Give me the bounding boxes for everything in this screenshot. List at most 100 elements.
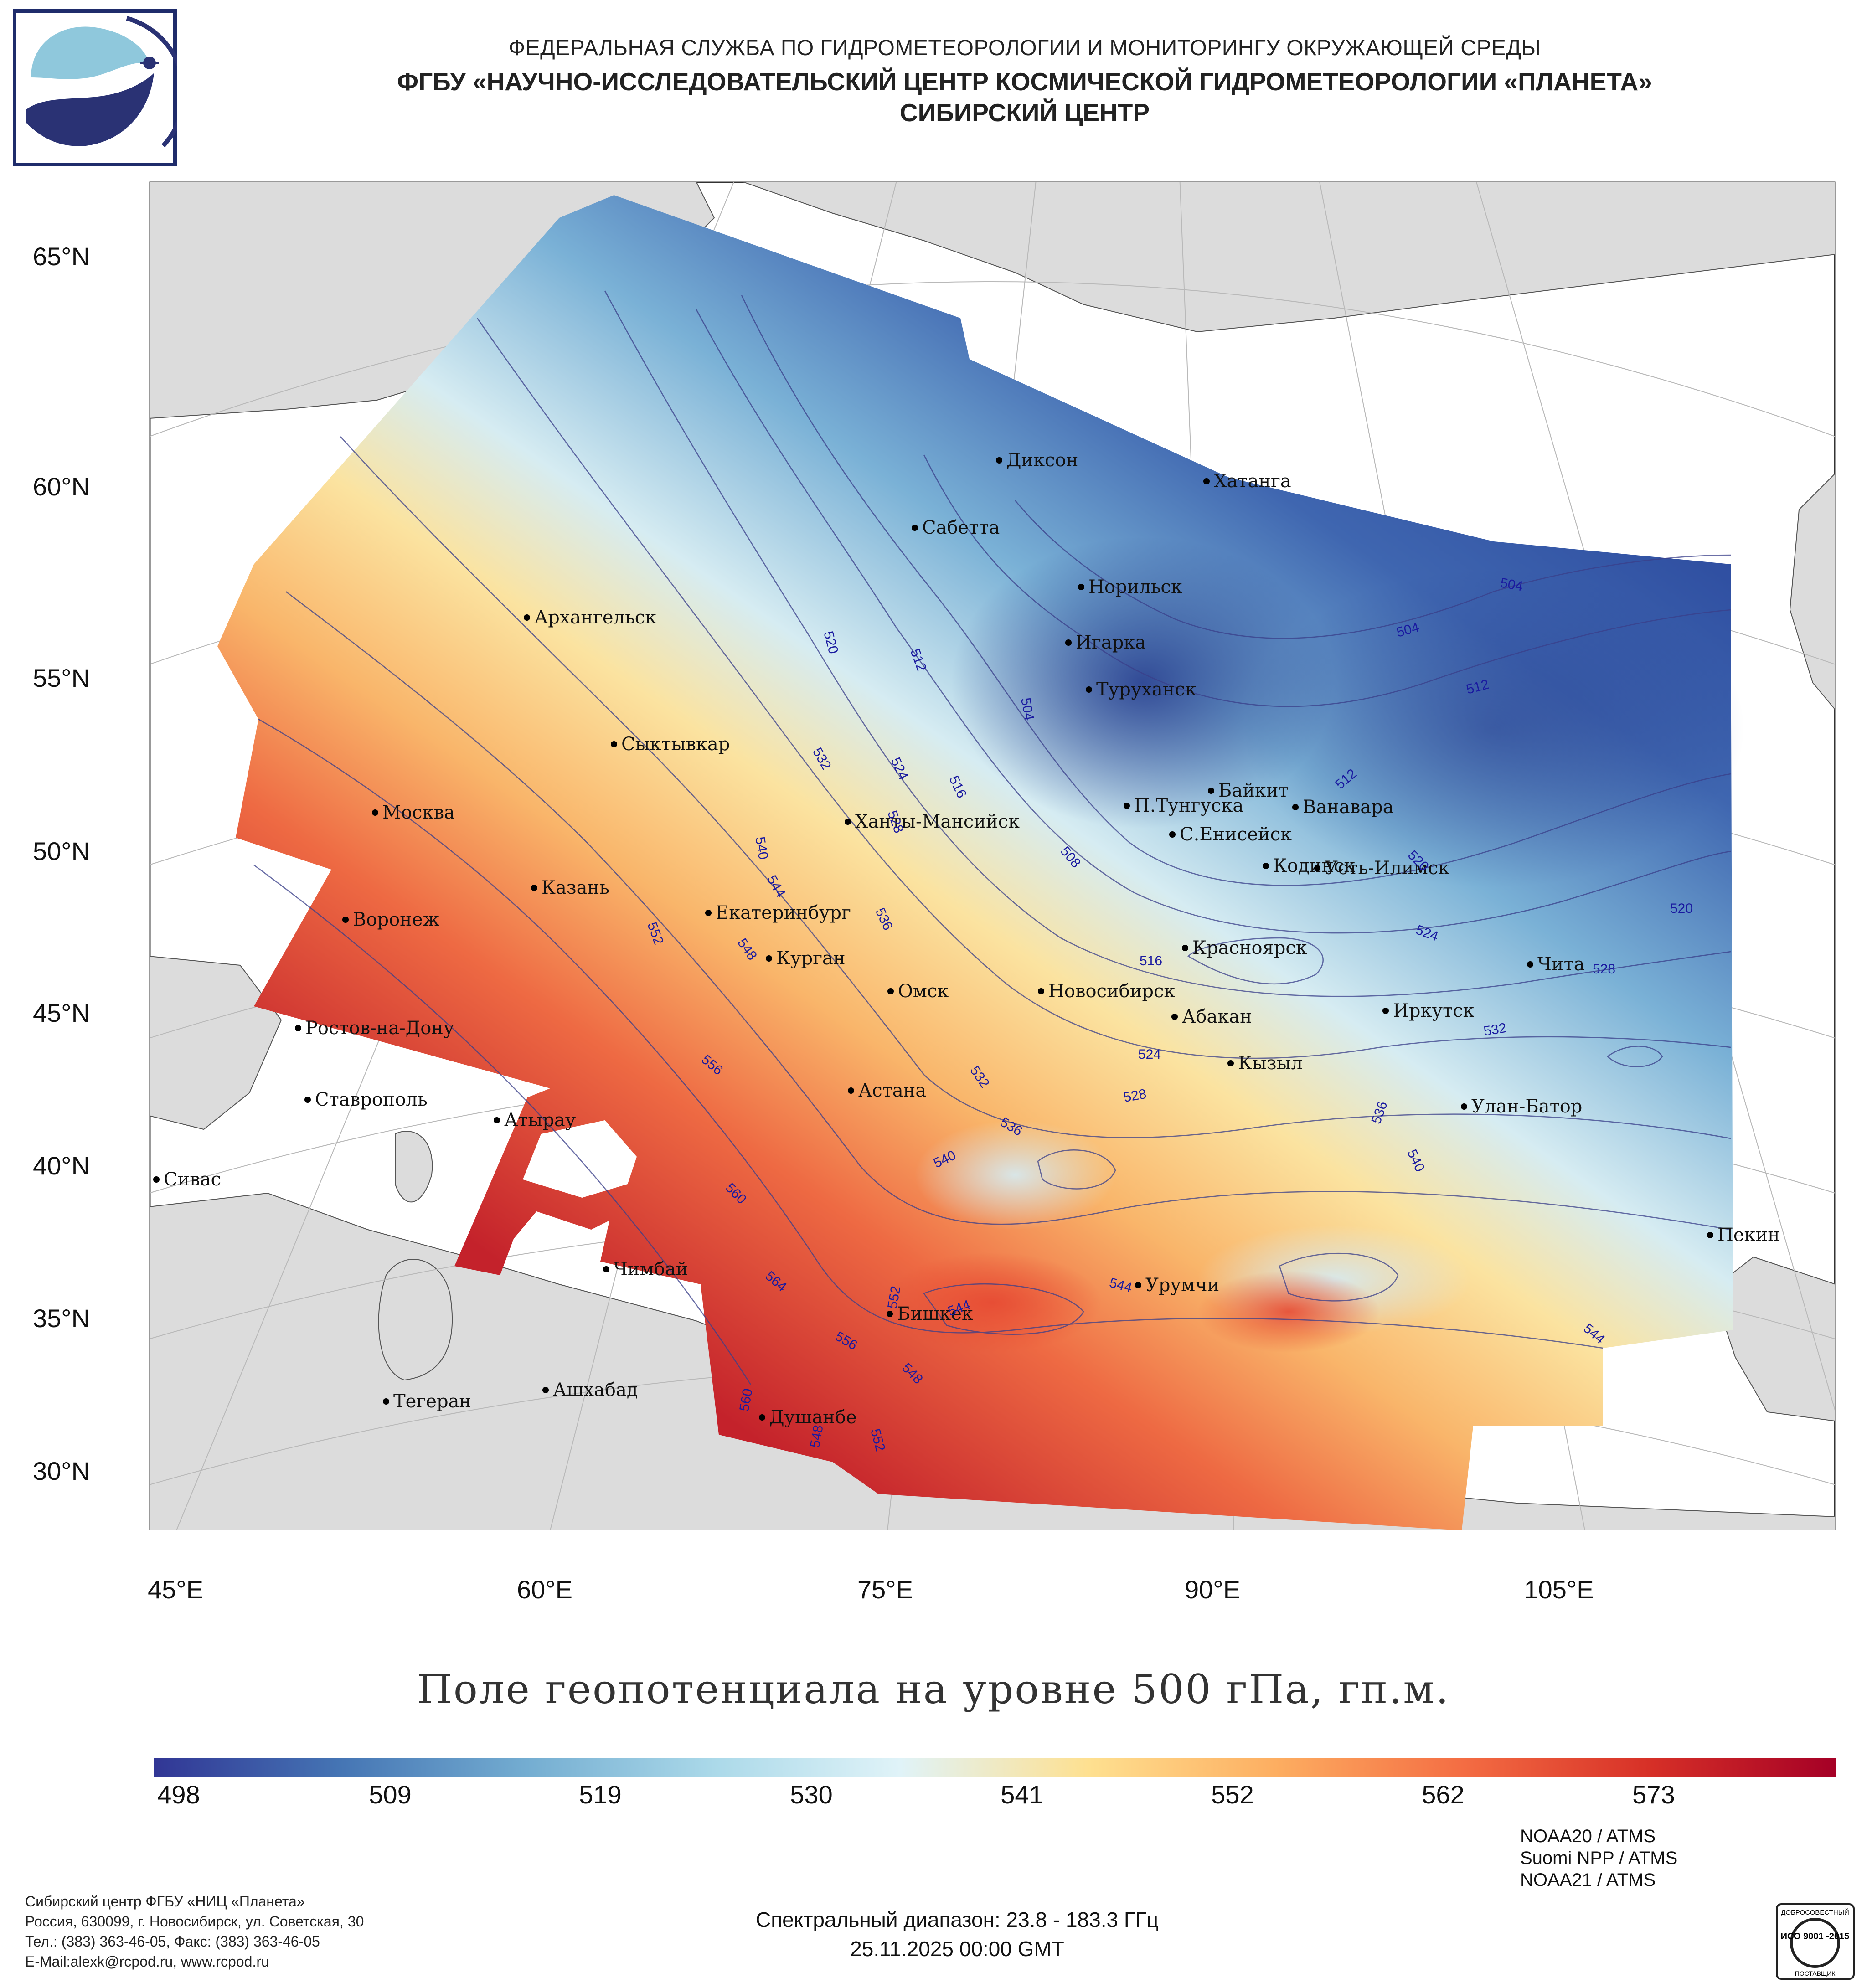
svg-text:Кодинск: Кодинск: [1273, 855, 1355, 876]
svg-text:Душанбе: Душанбе: [769, 1407, 857, 1428]
org-name: Сибирский центр ФГБУ «НИЦ «Планета»: [25, 1893, 305, 1910]
city-sabetta: Сабетта: [912, 517, 1000, 538]
city-ulaanbaatar: Улан-Батор: [1461, 1096, 1582, 1117]
svg-text:Курган: Курган: [776, 948, 846, 969]
colorbar-label-509: 509: [369, 1780, 412, 1809]
org-address: Россия, 630099, г. Новосибирск, ул. Сове…: [25, 1913, 364, 1930]
svg-text:Усть-Илимск: Усть-Илимск: [1325, 858, 1449, 879]
city-kurgan: Курган: [766, 948, 846, 969]
city-urumqi: Урумчи: [1135, 1275, 1219, 1296]
svg-text:Воронеж: Воронеж: [353, 909, 439, 930]
svg-text:Хатанга: Хатанга: [1214, 471, 1291, 492]
lat-label-45: 45°N: [33, 999, 90, 1027]
svg-text:Ханты-Мансийск: Ханты-Мансийск: [855, 811, 1020, 832]
svg-text:Атырау: Атырау: [504, 1110, 576, 1131]
city-dikson: Диксон: [996, 450, 1078, 471]
colorbar-label-562: 562: [1422, 1780, 1465, 1809]
city-chita: Чита: [1527, 954, 1585, 975]
svg-text:ДОБРОСОВЕСТНЫЙ: ДОБРОСОВЕСТНЫЙ: [1781, 1908, 1849, 1916]
svg-text:Ашхабад: Ашхабад: [553, 1380, 638, 1401]
city-baykit: Байкит: [1208, 780, 1289, 801]
city-krasnoyarsk: Красноярск: [1182, 937, 1307, 958]
colorbar-gradient: [154, 1758, 1836, 1777]
svg-text:Улан-Батор: Улан-Батор: [1471, 1096, 1582, 1117]
agency-title: ФЕДЕРАЛЬНАЯ СЛУЖБА ПО ГИДРОМЕТЕОРОЛОГИИ …: [508, 36, 1541, 60]
svg-text:Тегеран: Тегеран: [393, 1391, 471, 1412]
svg-text:Сыктывкар: Сыктывкар: [621, 734, 730, 755]
lon-label-105: 105°E: [1524, 1575, 1594, 1604]
city-igarka: Игарка: [1065, 632, 1146, 653]
city-moscow: Москва: [372, 802, 455, 823]
city-p-tunguska: П.Тунгуска: [1124, 795, 1243, 816]
satellite-noaa21: NOAA21 / ATMS: [1520, 1870, 1656, 1890]
city-syktyvkar: Сыктывкар: [611, 734, 730, 755]
satellite-noaa20: NOAA20 / ATMS: [1520, 1826, 1656, 1846]
city-yekaterinburg: Екатеринбург: [705, 902, 851, 923]
city-khatanga: Хатанга: [1203, 471, 1291, 492]
lat-label-35: 35°N: [33, 1304, 90, 1333]
svg-text:Бишкек: Бишкек: [897, 1303, 973, 1324]
satellite-suomi-npp: Suomi NPP / ATMS: [1520, 1848, 1678, 1868]
org-phone: Тел.: (383) 363-46-05, Факс: (383) 363-4…: [25, 1933, 320, 1950]
contour-lines: [253, 290, 1731, 1385]
city-khanty-mansiysk: Ханты-Мансийск: [845, 811, 1020, 832]
city-abakan: Абакан: [1171, 1006, 1252, 1027]
center-title: СИБИРСКИЙ ЦЕНТР: [899, 98, 1150, 127]
colorbar-label-530: 530: [790, 1780, 833, 1809]
svg-text:Сивас: Сивас: [164, 1169, 221, 1190]
city-arkhangelsk: Архангельск: [524, 607, 656, 628]
lat-label-30: 30°N: [33, 1457, 90, 1485]
colorbar-label-519: 519: [579, 1780, 622, 1809]
lat-label-60: 60°N: [33, 472, 90, 501]
map-title: Поле геопотенциала на уровне 500 гПа, гп…: [417, 1666, 1450, 1713]
city-kazan: Казань: [531, 877, 609, 898]
colorbar: [154, 1758, 1836, 1777]
city-irkutsk: Иркутск: [1382, 1000, 1475, 1021]
svg-text:Красноярск: Красноярск: [1192, 937, 1307, 958]
svg-text:528: 528: [1593, 962, 1615, 977]
colorbar-label-552: 552: [1211, 1780, 1254, 1809]
svg-text:Чита: Чита: [1537, 954, 1585, 975]
city-atyrau: Атырау: [494, 1110, 576, 1131]
svg-text:Сабетта: Сабетта: [922, 517, 1000, 538]
city-astana: Астана: [848, 1080, 926, 1101]
city-norilsk: Норильск: [1078, 577, 1182, 597]
city-kodinsk: Кодинск: [1263, 855, 1355, 876]
city-sivas: Сивас: [153, 1169, 221, 1190]
svg-text:Туруханск: Туруханск: [1096, 679, 1197, 700]
org-email: E-Mail:alexk@rcpod.ru, www.rcpod.ru: [25, 1953, 269, 1970]
svg-text:Ванавара: Ванавара: [1303, 797, 1394, 818]
lat-label-55: 55°N: [33, 664, 90, 692]
city-novosibirsk: Новосибирск: [1038, 981, 1175, 1002]
city-kyzyl: Кызыл: [1227, 1053, 1303, 1074]
lon-label-90: 90°E: [1184, 1575, 1241, 1604]
svg-text:Казань: Казань: [542, 877, 609, 898]
colorbar-label-498: 498: [157, 1780, 200, 1809]
svg-text:С.Енисейск: С.Енисейск: [1180, 824, 1292, 845]
city-rostov: Ростов-на-Дону: [295, 1018, 454, 1039]
city-bishkek: Бишкек: [887, 1303, 973, 1324]
svg-text:Диксон: Диксон: [1006, 450, 1078, 471]
city-chimbay: Чимбай: [603, 1259, 688, 1280]
svg-text:Чимбай: Чимбай: [614, 1259, 688, 1280]
product-info: Спектральный диапазон: 23.8 - 183.3 ГГц …: [615, 1905, 1299, 1963]
svg-text:Москва: Москва: [382, 802, 455, 823]
svg-text:Ставрополь: Ставрополь: [315, 1089, 428, 1110]
svg-text:Ростов-на-Дону: Ростов-на-Дону: [305, 1018, 454, 1039]
city-s-yeniseysk: С.Енисейск: [1169, 824, 1292, 845]
spectral-range: Спектральный диапазон: 23.8 - 183.3 ГГц: [755, 1908, 1159, 1931]
svg-text:Норильск: Норильск: [1088, 577, 1182, 597]
svg-text:Архангельск: Архангельск: [534, 607, 656, 628]
lat-label-50: 50°N: [33, 837, 90, 865]
satellite-list: NOAA20 / ATMS Suomi NPP / ATMS NOAA21 / …: [1520, 1825, 1677, 1891]
city-tehran: Тегеран: [383, 1391, 471, 1412]
svg-text:Омск: Омск: [898, 981, 949, 1002]
city-layer: Архангельск Сыктывкар Москва Казань Воро…: [153, 450, 1780, 1428]
svg-text:Пекин: Пекин: [1717, 1225, 1780, 1246]
colorbar-label-541: 541: [1001, 1780, 1043, 1809]
svg-text:Екатеринбург: Екатеринбург: [716, 902, 851, 923]
lat-label-40: 40°N: [33, 1151, 90, 1180]
svg-text:Астана: Астана: [858, 1080, 926, 1101]
city-vanavara: Ванавара: [1292, 797, 1394, 818]
organization-contacts: Сибирский центр ФГБУ «НИЦ «Планета» Росс…: [25, 1891, 364, 1972]
